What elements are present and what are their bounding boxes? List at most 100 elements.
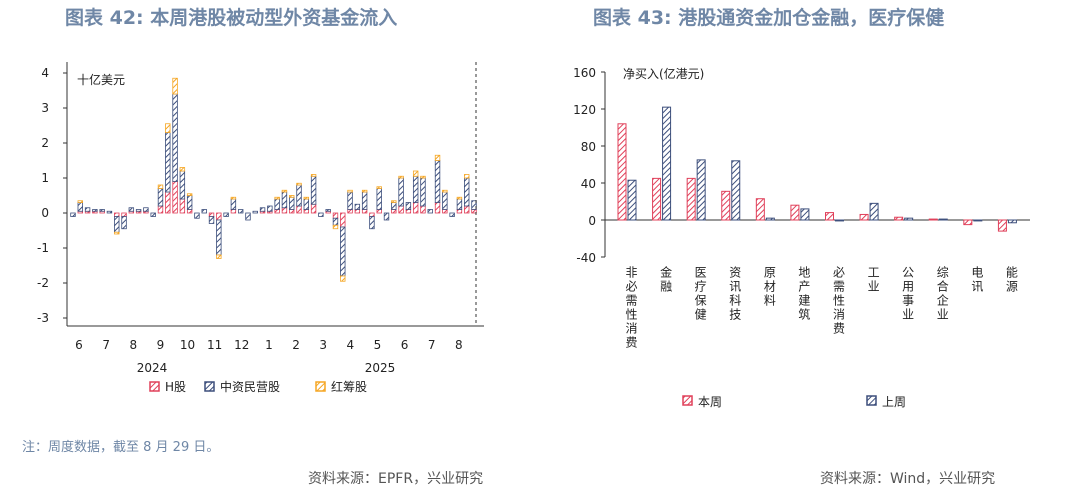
left-legend-swatch <box>204 381 215 392</box>
right-bar <box>617 123 627 221</box>
left-bar-segment <box>347 191 353 210</box>
left-bar-segment <box>281 207 288 214</box>
left-bar-segment <box>398 175 404 179</box>
left-bar-segment <box>456 198 463 210</box>
left-bar-segment <box>267 205 273 212</box>
left-bar-segment <box>99 209 105 212</box>
right-chart-title: 图表 43: 港股通资金加仓金融，医疗保健 <box>593 7 945 29</box>
right-bar <box>928 218 938 221</box>
left-legend-swatch <box>315 381 326 392</box>
left-month-label: 8 <box>455 338 463 352</box>
left-bar-segment <box>464 205 470 214</box>
right-category-label: 地产建筑 <box>797 266 811 322</box>
left-bar-segment <box>186 209 193 214</box>
left-bar-segment <box>405 209 412 214</box>
right-y-tick-label: -40 <box>576 251 596 265</box>
left-bar-segment <box>456 196 463 200</box>
right-category-label: 资讯科技 <box>728 266 742 322</box>
left-bar-segment <box>412 170 419 177</box>
right-y-tick-label: 120 <box>573 103 596 117</box>
right-y-tick-label: 0 <box>588 214 596 228</box>
right-y-tick-label: 160 <box>573 66 596 80</box>
left-bar-segment <box>383 212 390 221</box>
right-bar <box>627 179 637 221</box>
left-month-label: 1 <box>265 338 273 352</box>
right-bar <box>721 190 731 221</box>
right-bar <box>1007 219 1017 224</box>
right-legend-label: 上周 <box>882 395 906 409</box>
left-bar-segment <box>259 207 266 212</box>
left-bar-segment <box>420 177 426 207</box>
left-bar-segment <box>376 209 382 214</box>
right-bar <box>765 217 775 221</box>
left-bar-segment <box>157 205 164 214</box>
right-category-label: 公用事业 <box>901 266 915 322</box>
left-month-label: 6 <box>75 338 83 352</box>
right-bar <box>731 160 741 221</box>
left-bar-segment <box>464 177 470 207</box>
left-y-tick-label: -1 <box>37 241 49 255</box>
left-month-label: 7 <box>102 338 110 352</box>
left-bar-segment <box>354 203 361 210</box>
left-bar-segment <box>150 212 156 217</box>
right-category-label: 工业 <box>866 266 880 294</box>
right-bar <box>825 212 834 221</box>
left-bar-segment <box>194 212 200 219</box>
left-bar-segment <box>347 189 353 193</box>
left-bar-segment <box>114 212 120 217</box>
left-bar-segment <box>230 196 237 200</box>
left-y-tick-label: -2 <box>37 276 49 290</box>
left-bar-segment <box>340 275 346 282</box>
left-bar-segment <box>449 212 455 217</box>
left-month-label: 4 <box>347 338 355 352</box>
left-bar-segment <box>427 209 433 214</box>
left-bar-segment <box>412 175 419 203</box>
left-bar-segment <box>310 175 317 205</box>
left-bar-segment <box>208 216 215 224</box>
left-bar-segment <box>143 207 149 212</box>
left-bar-segment <box>296 182 302 186</box>
left-bar-segment <box>325 209 331 212</box>
left-bar-segment <box>412 202 419 214</box>
left-year-label: 2025 <box>365 361 396 375</box>
left-bar-segment <box>434 160 441 203</box>
left-month-label: 3 <box>319 338 327 352</box>
right-category-label: 电讯 <box>970 266 984 294</box>
right-chart: 160 120 80 40 0 -40 净买入(亿港元) 非必需性消费 金融 医疗保健 资讯科技 原材… <box>573 66 1030 409</box>
left-month-label: 6 <box>401 338 409 352</box>
left-bar-segment <box>376 188 382 210</box>
left-bar-segment <box>456 209 463 214</box>
left-bar-segment <box>434 154 441 161</box>
right-bar <box>997 219 1007 232</box>
left-bar-segment <box>391 200 397 203</box>
left-bar-segment <box>391 209 397 214</box>
left-bar-segment <box>157 188 164 207</box>
left-bar-segment <box>216 212 222 221</box>
left-bar-segment <box>92 209 98 212</box>
left-bar-segment <box>135 209 142 212</box>
right-category-label: 金融 <box>659 265 673 294</box>
left-bar-segment <box>172 77 178 95</box>
left-bar-segment <box>281 191 288 209</box>
right-y-tick-label: 80 <box>581 140 596 154</box>
left-bar-segment <box>216 254 222 259</box>
right-bar <box>755 198 765 221</box>
left-bar-segment <box>165 191 171 214</box>
left-bar-segment <box>420 175 426 179</box>
right-bar <box>686 177 696 221</box>
left-bar-segment <box>347 209 353 214</box>
left-legend-label: H股 <box>165 380 186 394</box>
left-bar-segment <box>186 193 193 196</box>
left-bar-segment <box>84 207 91 212</box>
right-category-label: 必需性消费 <box>832 266 846 336</box>
left-y-tick-label: -3 <box>37 311 49 325</box>
left-bar-segment <box>289 209 295 214</box>
left-bar-segment <box>121 212 127 217</box>
left-month-label: 11 <box>207 338 222 352</box>
left-bar-segment <box>165 123 171 133</box>
left-bar-segment <box>179 198 186 214</box>
left-bar-segment <box>121 216 127 230</box>
left-bar-segment <box>369 212 375 217</box>
right-legend-swatch <box>682 395 693 406</box>
